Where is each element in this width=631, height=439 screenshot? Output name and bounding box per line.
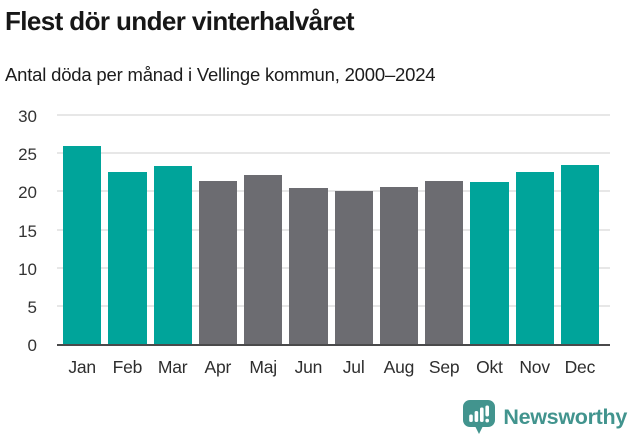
bar-okt: [470, 182, 509, 344]
x-label-dec: Dec: [564, 357, 596, 377]
y-tick-5: 5: [27, 297, 37, 317]
x-label-feb: Feb: [112, 357, 143, 377]
x-label-jan: Jan: [68, 357, 96, 377]
chart-subtitle: Antal döda per månad i Vellinge kommun, …: [5, 64, 436, 85]
chart-title: Flest dör under vinterhalvåret: [5, 6, 355, 36]
gridline-15: [57, 228, 610, 231]
bar-sep: [425, 181, 464, 344]
y-tick-10: 10: [18, 259, 37, 279]
gridline-25: [57, 152, 610, 155]
y-axis: 0 5 10 15 20 25 30: [0, 108, 47, 355]
gridline-5: [57, 304, 610, 307]
bar-series: [57, 117, 610, 344]
y-tick-20: 20: [18, 183, 37, 203]
bar-jan: [63, 146, 102, 344]
bar-dec: [560, 165, 599, 344]
y-tick-30: 30: [18, 107, 37, 126]
x-label-mar: Mar: [157, 357, 188, 377]
y-tick-15: 15: [18, 221, 37, 241]
logo-bubble-shape: [463, 400, 496, 434]
x-label-jul: Jul: [342, 357, 365, 377]
bar-jul: [334, 190, 373, 344]
gridline-30: [57, 114, 610, 116]
x-label-apr: Apr: [204, 357, 232, 377]
gridline-20: [57, 190, 610, 193]
x-axis: Jan Feb Mar Apr Maj Jun Jul Aug Sep Okt Nov Dec: [57, 357, 610, 378]
gridline-10: [57, 266, 610, 269]
bar-apr: [198, 180, 237, 344]
bar-chart-speech-bubble-icon: [462, 399, 496, 435]
brand-name: Newsworthy: [503, 404, 627, 429]
plot-area: [57, 114, 610, 346]
y-tick-25: 25: [18, 145, 37, 165]
x-label-aug: Aug: [383, 357, 415, 377]
bar-jun: [289, 188, 328, 344]
bar-aug: [379, 186, 418, 344]
x-label-sep: Sep: [428, 357, 460, 377]
bar-feb: [108, 171, 147, 344]
x-label-maj: Maj: [249, 357, 277, 377]
bar-maj: [244, 174, 283, 344]
y-tick-0: 0: [27, 336, 37, 355]
bar-nov: [515, 171, 554, 344]
newsworthy-logo: Newsworthy: [462, 399, 627, 435]
x-label-jun: Jun: [294, 357, 323, 377]
x-label-okt: Okt: [476, 357, 503, 377]
x-label-nov: Nov: [519, 357, 550, 377]
bar-mar: [153, 166, 192, 344]
